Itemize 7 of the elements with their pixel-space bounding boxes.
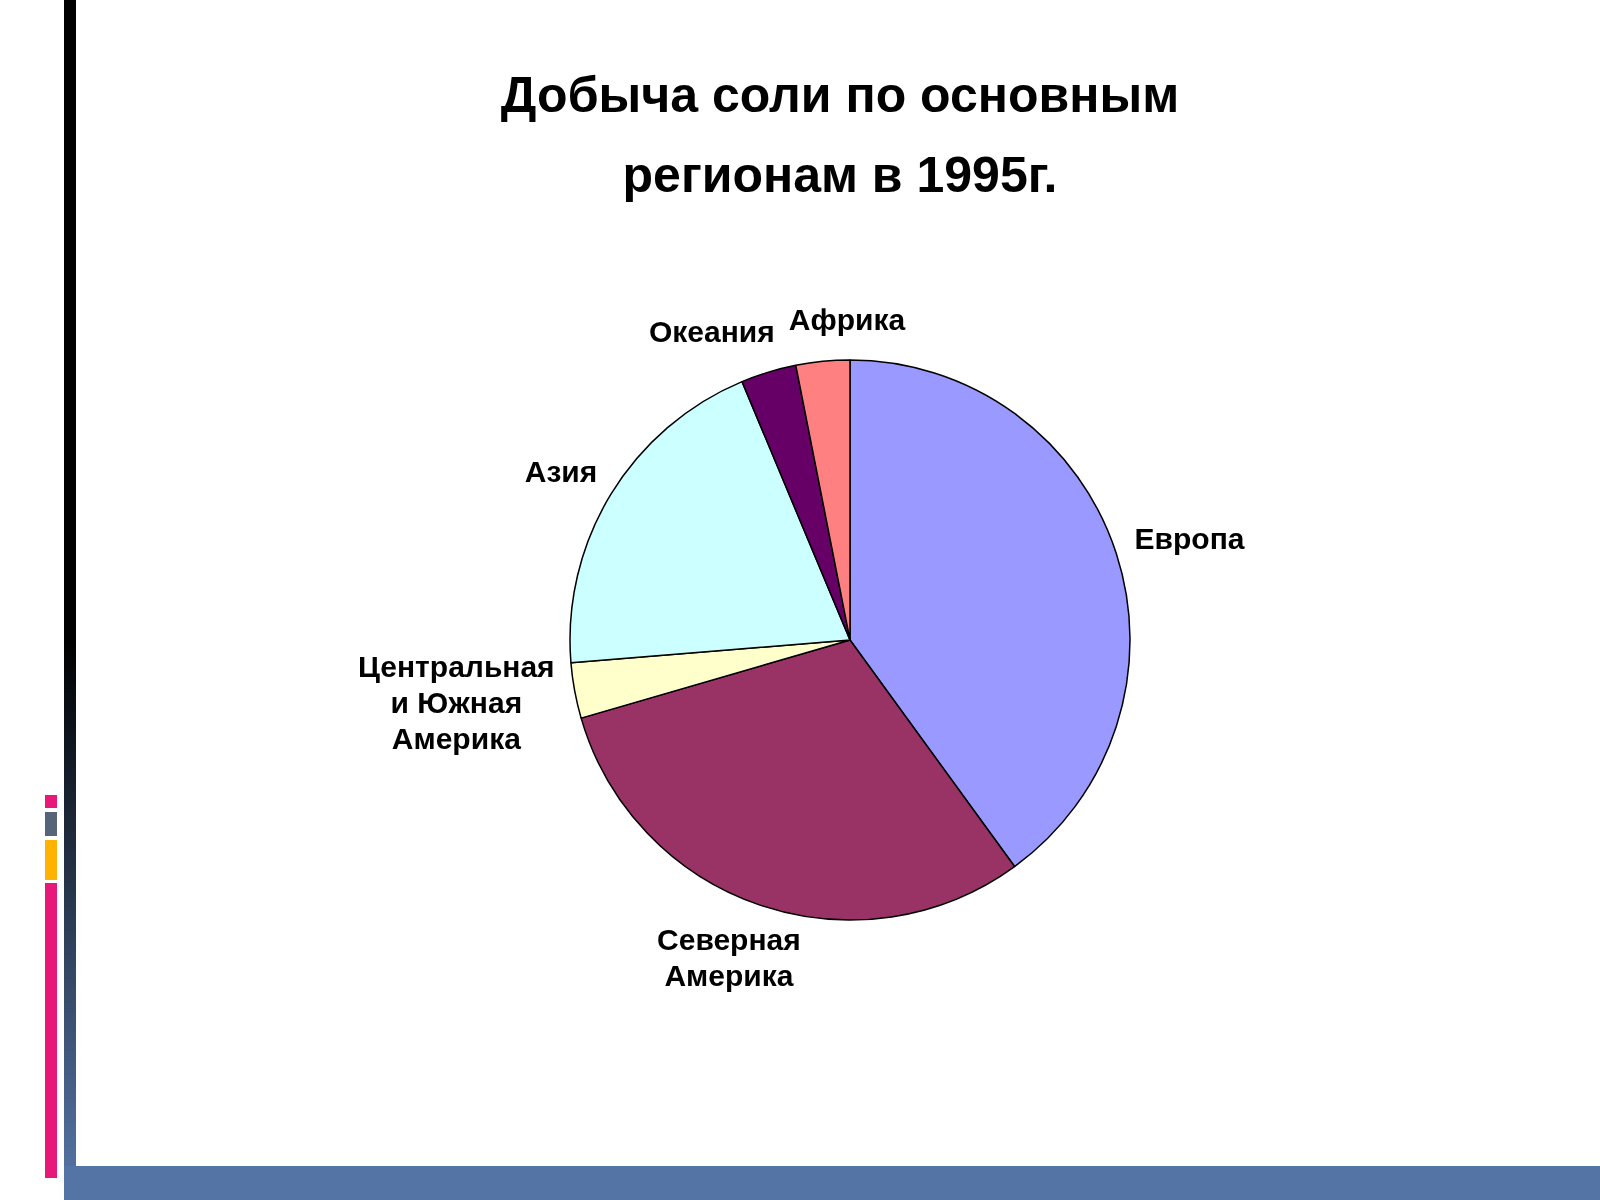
slice-label: Азия <box>524 454 598 488</box>
slice-label: Африка <box>788 302 906 336</box>
slice-label: Центральная и Южная Америка <box>358 649 555 755</box>
slice-label: Северная Америка <box>657 923 801 993</box>
chart-title: Добыча соли по основным регионам в 1995г. <box>499 66 1181 205</box>
slice-label: Европа <box>1134 522 1245 556</box>
slice-label: Океания <box>648 315 775 349</box>
